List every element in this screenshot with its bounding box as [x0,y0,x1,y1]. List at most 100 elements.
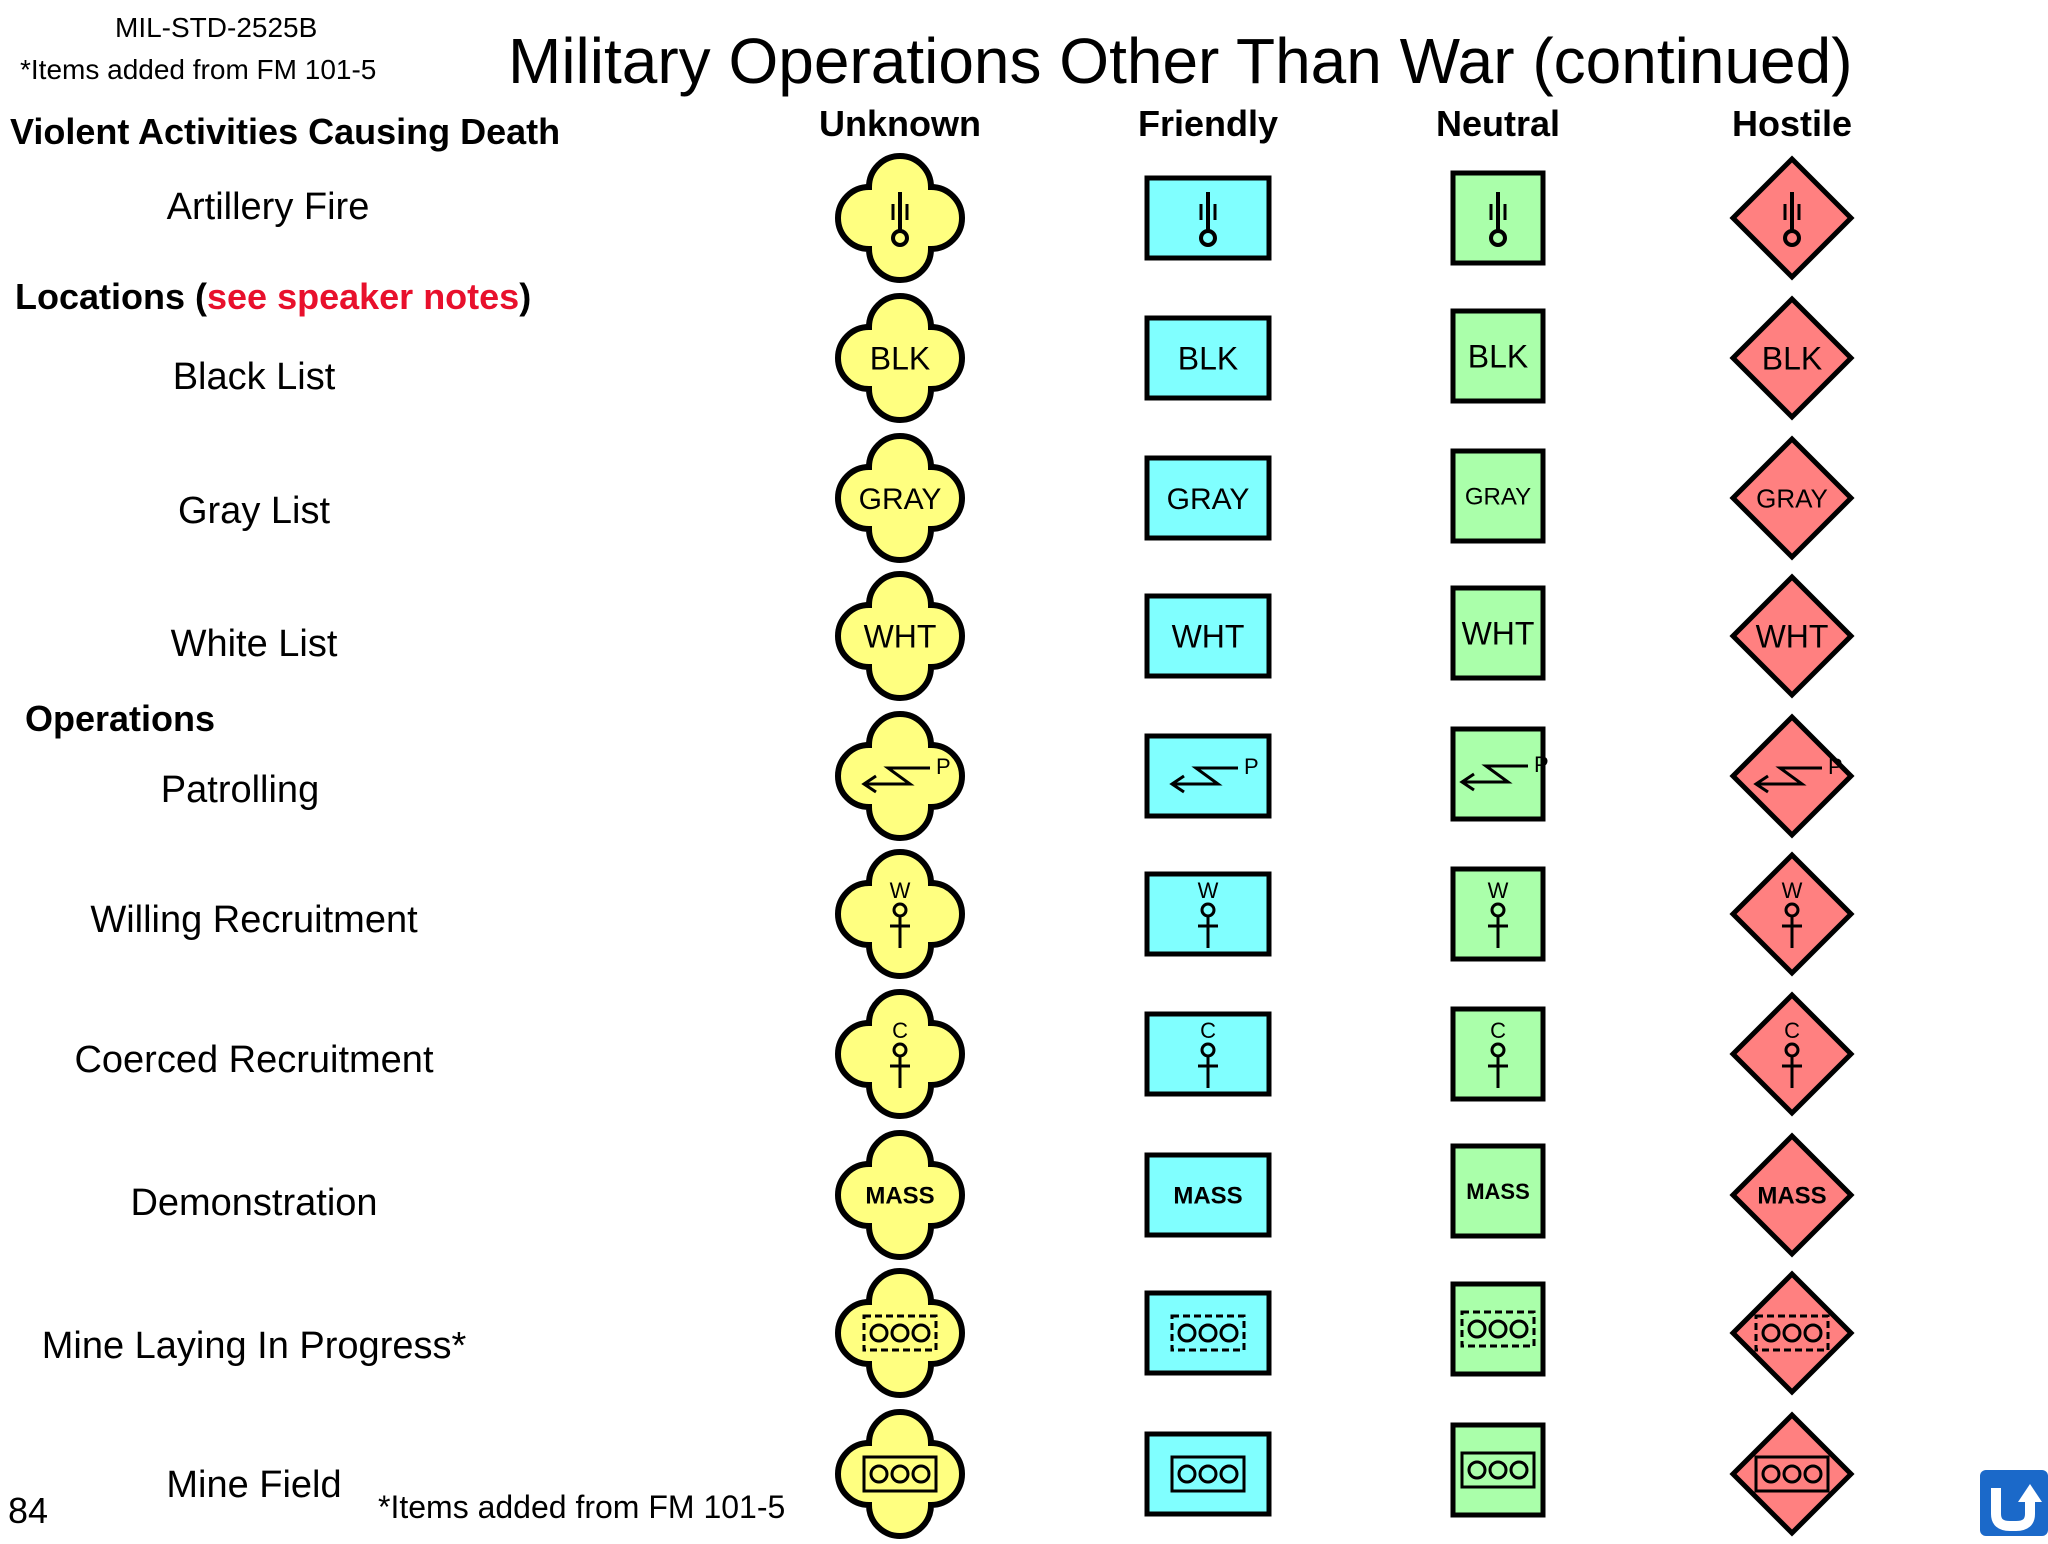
hostile-frame [1729,1270,1855,1396]
symbol-unknown-willing-recruitment: W [835,849,965,979]
recruit-icon: C [1488,1018,1508,1088]
unknown-frame [835,849,965,979]
svg-text:GRAY: GRAY [1756,483,1828,513]
section-heading-locations: Locations (see speaker notes) [15,276,531,318]
speaker-notes-link[interactable]: see speaker notes [207,276,520,317]
symbol-unknown-patrolling: P [835,711,965,841]
neutral-frame [1450,585,1546,681]
symbol-neutral-patrolling: P [1450,726,1549,822]
symbol-text: MASS [865,1183,934,1210]
symbol-text: GRAY [859,483,942,516]
svg-text:C: C [1784,1018,1800,1043]
hostile-frame [1729,1411,1855,1537]
symbol-neutral-mine-field [1450,1422,1546,1518]
patrol-icon: P [1753,754,1843,794]
patrol-icon: P [1459,752,1549,792]
symbol-hostile-demonstration: MASS [1729,1132,1855,1258]
svg-text:WHT: WHT [1756,619,1829,655]
svg-text:WHT: WHT [864,619,937,655]
svg-text:C: C [1200,1018,1216,1043]
row-label-willing-recruitment: Willing Recruitment [90,899,418,941]
svg-text:WHT: WHT [1172,619,1245,655]
svg-text:W: W [1782,878,1803,903]
symbol-friendly-mine-field [1144,1431,1272,1517]
unknown-frame [835,433,965,563]
footer-note: *Items added from FM 101-5 [378,1489,786,1525]
svg-text:BLK: BLK [1178,341,1238,377]
row-label-coerced-recruitment: Coerced Recruitment [74,1039,434,1081]
column-header-neutral: Neutral [1435,103,1561,144]
standard-label: MIL-STD-2525B [115,12,318,43]
svg-text:W: W [1488,878,1509,903]
symbol-text: GRAY [1465,484,1531,511]
symbol-neutral-willing-recruitment: W [1450,866,1546,962]
recruit-icon: C [1198,1018,1218,1088]
symbol-unknown-black-list: BLK [835,293,965,423]
friendly-frame [1144,315,1272,401]
hostile-frame [1729,851,1855,977]
symbol-unknown-coerced-recruitment: C [835,989,965,1119]
symbol-text: BLK [1178,341,1238,377]
svg-text:P: P [936,754,951,779]
section-heading-operations: Operations [25,698,216,739]
standard-note: *Items added from FM 101-5 [20,54,377,85]
recruit-icon: W [1488,878,1509,948]
mine-field-icon [1460,1451,1536,1489]
unknown-frame [835,1268,965,1398]
hostile-frame [1729,1132,1855,1258]
svg-text:W: W [890,878,911,903]
back-arrow-icon [1991,1484,2042,1531]
hostile-frame [1729,573,1855,699]
symbol-text: MASS [1173,1183,1242,1210]
column-header-unknown: Unknown [819,103,981,144]
symbol-text: BLK [1762,341,1822,377]
symbol-unknown-mine-laying-in-progress [835,1268,965,1398]
symbol-neutral-coerced-recruitment: C [1450,1006,1546,1102]
svg-text:GRAY: GRAY [1465,484,1531,511]
symbol-friendly-demonstration: MASS [1144,1152,1272,1238]
mine-laying-icon [1754,1314,1830,1352]
symbol-hostile-gray-list: GRAY [1729,435,1855,561]
svg-text:MASS: MASS [1466,1179,1530,1204]
symbol-unknown-mine-field [835,1409,965,1539]
neutral-frame [1450,1006,1546,1102]
symbol-friendly-willing-recruitment: W [1144,871,1272,957]
unknown-frame [835,571,965,701]
neutral-frame [1450,1281,1546,1377]
symbol-text: BLK [870,341,930,377]
mine-field-icon [862,1455,938,1493]
svg-text:GRAY: GRAY [859,483,942,516]
svg-text:C: C [1490,1018,1506,1043]
row-label-mine-laying: Mine Laying In Progress* [41,1325,467,1367]
row-label-patrolling: Patrolling [160,769,320,811]
recruit-icon: W [1782,878,1803,948]
symbol-text: WHT [1756,619,1829,655]
hostile-frame [1729,435,1855,561]
row-label-mine-field: Mine Field [166,1464,342,1506]
artillery-icon [1489,192,1507,247]
column-header-hostile: Hostile [1731,103,1853,144]
section-heading-violent: Violent Activities Causing Death [10,111,561,152]
recruit-icon: C [890,1018,910,1088]
patrol-icon: P [861,754,951,794]
svg-text:BLK: BLK [870,341,930,377]
svg-text:C: C [892,1018,908,1043]
friendly-frame [1144,1290,1272,1376]
unknown-frame [835,1130,965,1260]
row-label-black-list: Black List [172,356,336,398]
back-button[interactable] [1980,1470,2048,1536]
symbol-friendly-artillery-fire [1144,175,1272,261]
symbol-text: WHT [1172,619,1245,655]
unknown-frame [835,293,965,423]
symbol-friendly-mine-laying-in-progress [1144,1290,1272,1376]
symbol-neutral-black-list: BLK [1450,308,1546,404]
symbol-hostile-mine-field [1729,1411,1855,1537]
locations-heading-text: Locations ( [15,276,208,317]
row-label-white-list: White List [170,623,338,665]
symbol-friendly-gray-list: GRAY [1144,455,1272,541]
row-label-gray-list: Gray List [177,490,331,532]
mine-laying-icon [1460,1310,1536,1348]
neutral-frame [1450,308,1546,404]
artillery-icon [1783,192,1801,247]
patrol-icon: P [1169,754,1259,794]
